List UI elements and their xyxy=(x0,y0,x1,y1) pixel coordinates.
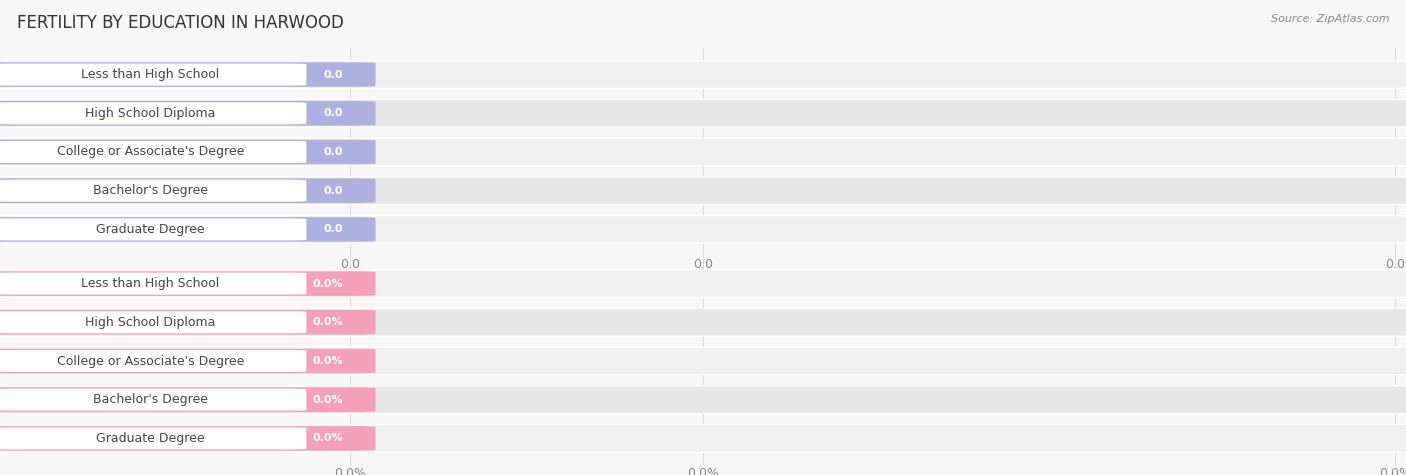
FancyBboxPatch shape xyxy=(0,64,307,86)
Text: High School Diploma: High School Diploma xyxy=(86,107,215,120)
FancyBboxPatch shape xyxy=(0,61,1406,88)
FancyBboxPatch shape xyxy=(0,271,375,296)
Text: 0.0: 0.0 xyxy=(1385,258,1405,271)
FancyBboxPatch shape xyxy=(0,140,375,164)
Text: 0.0%: 0.0% xyxy=(335,467,366,475)
FancyBboxPatch shape xyxy=(0,102,307,124)
Text: Less than High School: Less than High School xyxy=(82,68,219,81)
Text: 0.0%: 0.0% xyxy=(1379,467,1406,475)
Text: FERTILITY BY EDUCATION IN HARWOOD: FERTILITY BY EDUCATION IN HARWOOD xyxy=(17,14,343,32)
Text: Bachelor's Degree: Bachelor's Degree xyxy=(93,184,208,197)
Text: 0.0: 0.0 xyxy=(323,70,343,80)
FancyBboxPatch shape xyxy=(0,349,375,373)
FancyBboxPatch shape xyxy=(0,141,307,163)
FancyBboxPatch shape xyxy=(0,273,307,294)
FancyBboxPatch shape xyxy=(0,347,1406,375)
Text: 0.0: 0.0 xyxy=(340,258,360,271)
Text: 0.0%: 0.0% xyxy=(312,395,343,405)
Text: Source: ZipAtlas.com: Source: ZipAtlas.com xyxy=(1271,14,1389,24)
Text: 0.0%: 0.0% xyxy=(312,433,343,443)
FancyBboxPatch shape xyxy=(0,217,375,242)
Text: 0.0%: 0.0% xyxy=(312,356,343,366)
FancyBboxPatch shape xyxy=(0,180,307,202)
FancyBboxPatch shape xyxy=(0,99,1406,127)
Text: 0.0%: 0.0% xyxy=(312,317,343,327)
Text: Graduate Degree: Graduate Degree xyxy=(96,432,205,445)
FancyBboxPatch shape xyxy=(0,62,375,87)
Text: College or Associate's Degree: College or Associate's Degree xyxy=(56,145,245,159)
FancyBboxPatch shape xyxy=(0,179,375,203)
Text: Bachelor's Degree: Bachelor's Degree xyxy=(93,393,208,406)
FancyBboxPatch shape xyxy=(0,386,1406,414)
Text: 0.0: 0.0 xyxy=(323,108,343,118)
Text: Less than High School: Less than High School xyxy=(82,277,219,290)
FancyBboxPatch shape xyxy=(0,270,1406,297)
FancyBboxPatch shape xyxy=(0,350,307,372)
Text: 0.0: 0.0 xyxy=(323,186,343,196)
FancyBboxPatch shape xyxy=(0,101,375,125)
FancyBboxPatch shape xyxy=(0,310,375,334)
Text: 0.0%: 0.0% xyxy=(312,279,343,289)
FancyBboxPatch shape xyxy=(0,216,1406,243)
Text: High School Diploma: High School Diploma xyxy=(86,316,215,329)
FancyBboxPatch shape xyxy=(0,426,375,451)
Text: 0.0%: 0.0% xyxy=(688,467,718,475)
FancyBboxPatch shape xyxy=(0,138,1406,166)
Text: Graduate Degree: Graduate Degree xyxy=(96,223,205,236)
Text: 0.0: 0.0 xyxy=(693,258,713,271)
FancyBboxPatch shape xyxy=(0,311,307,333)
FancyBboxPatch shape xyxy=(0,389,307,411)
FancyBboxPatch shape xyxy=(0,388,375,412)
Text: 0.0: 0.0 xyxy=(323,224,343,234)
FancyBboxPatch shape xyxy=(0,428,307,449)
FancyBboxPatch shape xyxy=(0,425,1406,452)
FancyBboxPatch shape xyxy=(0,177,1406,205)
FancyBboxPatch shape xyxy=(0,308,1406,336)
Text: 0.0: 0.0 xyxy=(323,147,343,157)
FancyBboxPatch shape xyxy=(0,218,307,240)
Text: College or Associate's Degree: College or Associate's Degree xyxy=(56,354,245,368)
